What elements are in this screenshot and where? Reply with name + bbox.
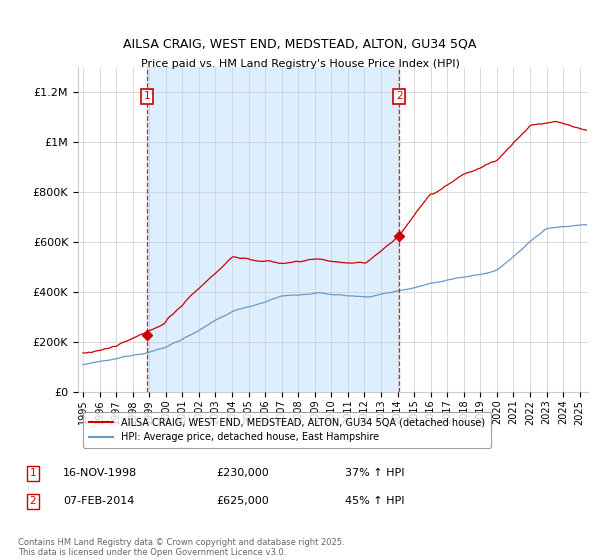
Text: 45% ↑ HPI: 45% ↑ HPI: [345, 496, 404, 506]
Text: 2: 2: [396, 91, 403, 101]
Text: 2: 2: [29, 496, 37, 506]
Text: 1: 1: [29, 468, 37, 478]
Text: AILSA CRAIG, WEST END, MEDSTEAD, ALTON, GU34 5QA: AILSA CRAIG, WEST END, MEDSTEAD, ALTON, …: [124, 38, 476, 50]
Text: 1: 1: [144, 91, 151, 101]
Text: 07-FEB-2014: 07-FEB-2014: [63, 496, 134, 506]
Text: 37% ↑ HPI: 37% ↑ HPI: [345, 468, 404, 478]
Text: £625,000: £625,000: [216, 496, 269, 506]
Text: Contains HM Land Registry data © Crown copyright and database right 2025.
This d: Contains HM Land Registry data © Crown c…: [18, 538, 344, 557]
Text: £230,000: £230,000: [216, 468, 269, 478]
Text: Price paid vs. HM Land Registry's House Price Index (HPI): Price paid vs. HM Land Registry's House …: [140, 59, 460, 69]
Bar: [147, 67, 399, 392]
Text: 16-NOV-1998: 16-NOV-1998: [63, 468, 137, 478]
Legend: AILSA CRAIG, WEST END, MEDSTEAD, ALTON, GU34 5QA (detached house), HPI: Average : AILSA CRAIG, WEST END, MEDSTEAD, ALTON, …: [83, 412, 491, 448]
